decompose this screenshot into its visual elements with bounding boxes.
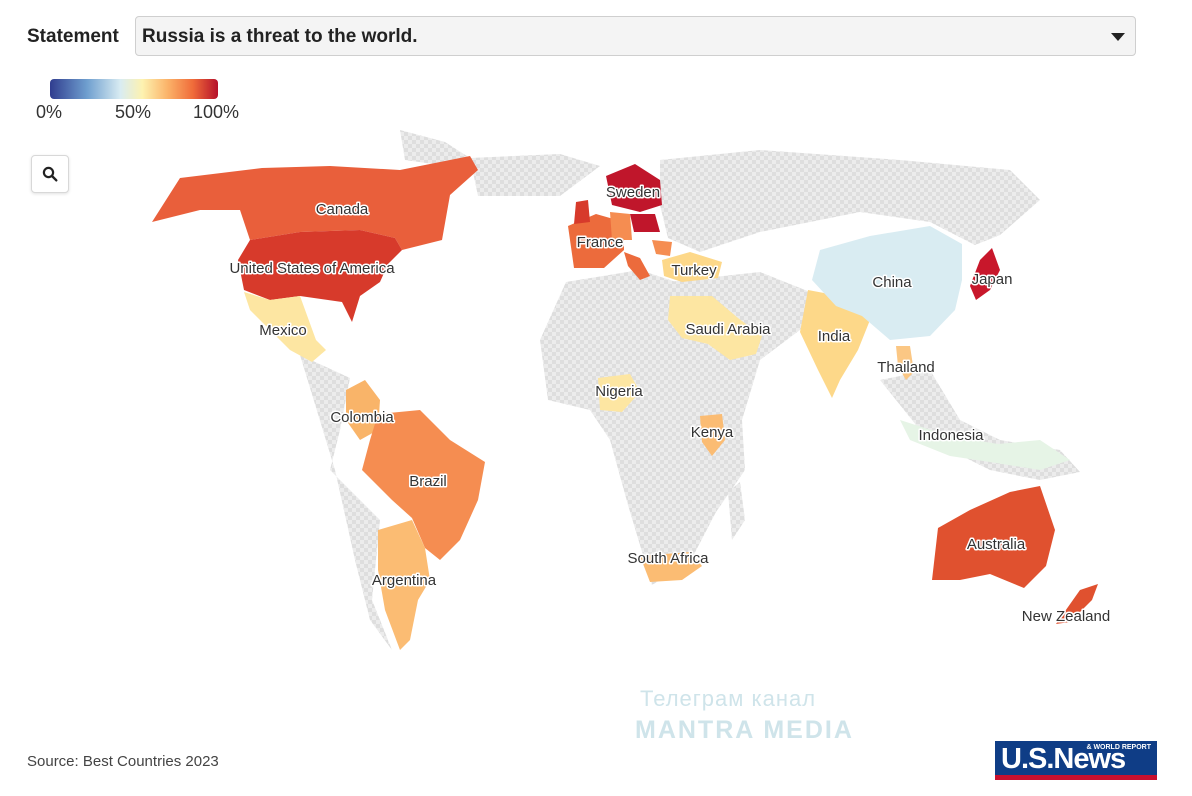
zoom-search-button[interactable] [31, 155, 69, 193]
country-shape-saudi-arabia[interactable] [668, 296, 762, 360]
country-label-usa: United States of America [229, 260, 395, 277]
country-label-sweden: Sweden [606, 184, 660, 201]
country-label-nigeria: Nigeria [595, 383, 643, 400]
search-icon [42, 166, 58, 182]
country-shape-greece[interactable] [652, 240, 672, 256]
country-shape-mexico[interactable] [244, 292, 326, 362]
country-label-argentina: Argentina [372, 572, 437, 589]
country-shape-australia[interactable] [932, 486, 1055, 588]
country-shape-thailand[interactable] [896, 346, 914, 380]
country-shape-france[interactable] [568, 214, 624, 268]
country-shape-italy[interactable] [624, 252, 650, 280]
country-shape-canada[interactable] [152, 156, 478, 250]
watermark-line1: Телеграм канал [640, 686, 817, 711]
country-label-thailand: Thailand [877, 359, 935, 376]
legend-tick-100: 100% [193, 102, 240, 122]
country-label-mexico: Mexico [259, 322, 307, 339]
country-shape-nigeria[interactable] [598, 374, 640, 412]
country-label-indonesia: Indonesia [918, 427, 984, 444]
country-shape-kenya[interactable] [700, 414, 725, 456]
country-label-new-zealand: New Zealand [1022, 608, 1110, 625]
world-map: Canada United States of America Mexico C… [152, 130, 1112, 650]
country-shape-argentina[interactable] [378, 520, 430, 650]
legend-tick-0: 0% [36, 102, 63, 122]
statement-select[interactable]: Russia is a threat to the world. [135, 16, 1136, 56]
country-label-canada: Canada [316, 201, 369, 218]
country-label-brazil: Brazil [409, 473, 447, 490]
chevron-down-icon[interactable] [1111, 33, 1125, 41]
country-shape-new-zealand[interactable] [1056, 584, 1098, 624]
country-shape-sweden[interactable] [606, 164, 662, 212]
country-label-japan: Japan [972, 271, 1013, 288]
watermark-line2: MANTRA MEDIA [635, 716, 854, 744]
country-shape-south-africa[interactable] [640, 552, 702, 582]
country-shape-poland[interactable] [630, 214, 660, 232]
usnews-logo-main: U.S.News [1001, 743, 1126, 775]
country-shape-indonesia[interactable] [900, 420, 1070, 470]
country-shape-germany[interactable] [610, 212, 632, 240]
country-label-france: France [577, 234, 624, 251]
statement-filter: Statement [27, 16, 129, 58]
country-shape-turkey[interactable] [662, 252, 722, 282]
country-shape-china[interactable] [812, 226, 962, 340]
country-label-china: China [872, 274, 912, 291]
country-shape-usa[interactable] [238, 230, 402, 322]
legend-gradient [50, 79, 218, 99]
statement-label: Statement [27, 26, 119, 47]
country-label-saudi-arabia: Saudi Arabia [685, 321, 771, 338]
country-shape-colombia[interactable] [346, 380, 380, 440]
country-label-colombia: Colombia [330, 409, 394, 426]
country-shape-japan[interactable] [970, 248, 1000, 300]
source-note: Source: Best Countries 2023 [27, 753, 219, 770]
country-shape-brazil[interactable] [362, 410, 485, 560]
statement-select-value: Russia is a threat to the world. [142, 26, 418, 47]
legend-tick-50: 50% [115, 102, 152, 122]
country-label-kenya: Kenya [691, 424, 734, 441]
country-label-turkey: Turkey [671, 262, 717, 279]
country-label-india: India [818, 328, 851, 345]
country-label-south-africa: South Africa [628, 550, 710, 567]
country-label-australia: Australia [967, 536, 1026, 553]
usnews-logo: U.S.News & WORLD REPORT [995, 741, 1157, 780]
country-shape-uk[interactable] [574, 200, 590, 224]
country-shape-india[interactable] [800, 290, 870, 398]
usnews-logo-sub: & WORLD REPORT [1086, 744, 1151, 751]
